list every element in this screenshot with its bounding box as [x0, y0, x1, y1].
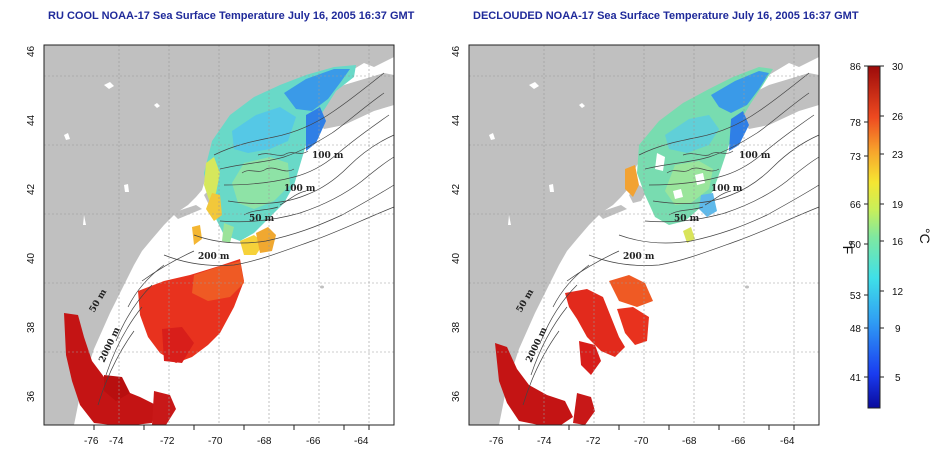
- left-x-tick: -76: [84, 436, 99, 447]
- left-y-tick: 46: [26, 45, 37, 57]
- left-x-axis: -76 -74 -72 -70 -68 -66 -64: [84, 425, 370, 447]
- left-x-tick: -64: [354, 436, 369, 447]
- left-x-tick: -68: [257, 436, 272, 447]
- colorbar-f-tick: 60: [850, 240, 862, 251]
- temperature-colorbar: 86 78 73 66 60 53 48 41 30 26 23 19 16 1…: [840, 62, 933, 409]
- colorbar-fahrenheit-ticks: 86 78 73 66 60 53 48 41: [850, 62, 862, 384]
- colorbar-f-tick: 66: [850, 200, 862, 211]
- colorbar-c-tick: 26: [892, 112, 904, 123]
- right-x-axis: -76 -74 -72 -70 -68 -66 -64: [489, 425, 795, 447]
- left-map: 100 m 100 m 50 m 200 m 50 m 2000 m: [43, 44, 395, 426]
- colorbar-f-tick: 53: [850, 291, 862, 302]
- right-y-tick: 46: [451, 45, 462, 57]
- right-x-tick: -66: [731, 436, 746, 447]
- colorbar-c-tick: 5: [895, 373, 901, 384]
- right-y-tick: 36: [451, 390, 462, 402]
- left-x-tick: -70: [208, 436, 223, 447]
- left-y-tick: 36: [26, 390, 37, 402]
- left-x-tick: -66: [306, 436, 321, 447]
- colorbar-c-tick: 16: [892, 237, 904, 248]
- left-contour-label-2: 100 m: [284, 184, 316, 194]
- right-contour-label-2: 100 m: [711, 184, 743, 194]
- right-x-tick: -74: [537, 436, 552, 447]
- colorbar-f-tick: 48: [850, 324, 862, 335]
- right-contour-label-1: 100 m: [739, 151, 771, 161]
- colorbar-c-tick: 19: [892, 200, 904, 211]
- colorbar-celsius-ticks: 30 26 23 19 16 12 9 5: [892, 62, 904, 384]
- left-contour-label-3: 50 m: [249, 214, 275, 224]
- right-y-tick: 40: [451, 252, 462, 264]
- left-y-tick: 40: [26, 252, 37, 264]
- left-y-axis: 36 38 40 42 44 46: [26, 45, 37, 402]
- colorbar-fahrenheit-unit: °F: [840, 240, 856, 254]
- left-contour-label-4: 200 m: [198, 252, 230, 262]
- right-map-title: DECLOUDED NOAA-17 Sea Surface Temperatur…: [473, 10, 859, 22]
- left-y-tick: 42: [26, 183, 37, 195]
- left-x-tick: -72: [160, 436, 175, 447]
- left-map-title: RU COOL NOAA-17 Sea Surface Temperature …: [48, 10, 415, 22]
- left-y-tick: 38: [26, 321, 37, 333]
- right-x-tick: -68: [682, 436, 697, 447]
- colorbar-gradient: [867, 65, 881, 409]
- right-map: 100 m 100 m 50 m 200 m 50 m 2000 m: [468, 44, 820, 426]
- colorbar-f-tick: 78: [850, 118, 862, 129]
- left-x-tick: -74: [109, 436, 124, 447]
- right-x-tick: -76: [489, 436, 504, 447]
- colorbar-f-tick: 73: [850, 152, 862, 163]
- left-contour-label-1: 100 m: [312, 151, 344, 161]
- right-y-tick: 42: [451, 183, 462, 195]
- right-x-tick: -64: [780, 436, 795, 447]
- colorbar-c-tick: 12: [892, 287, 904, 298]
- right-contour-label-3: 50 m: [674, 214, 700, 224]
- colorbar-f-tick: 86: [850, 62, 862, 73]
- right-x-tick: -70: [634, 436, 649, 447]
- colorbar-celsius-unit: °C: [917, 228, 933, 244]
- colorbar-c-tick: 30: [892, 62, 904, 73]
- colorbar-f-tick: 41: [850, 373, 862, 384]
- right-y-tick: 44: [451, 114, 462, 126]
- right-x-tick: -72: [586, 436, 601, 447]
- right-contour-label-4: 200 m: [623, 252, 655, 262]
- right-y-axis: 36 38 40 42 44 46: [451, 45, 462, 402]
- colorbar-c-tick: 23: [892, 150, 904, 161]
- colorbar-c-tick: 9: [895, 324, 901, 335]
- right-y-tick: 38: [451, 321, 462, 333]
- left-sst-cool-region: [192, 65, 356, 255]
- left-sst-warm-region: [64, 259, 244, 425]
- left-y-tick: 44: [26, 114, 37, 126]
